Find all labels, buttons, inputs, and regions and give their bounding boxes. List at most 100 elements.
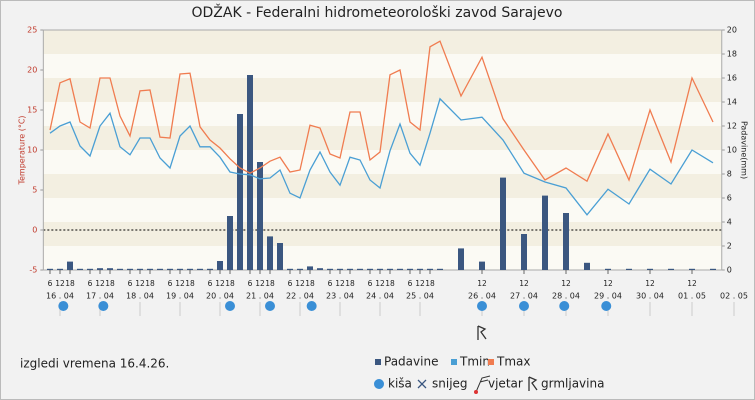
y-tick-label: -5 bbox=[29, 266, 37, 275]
precip-bar bbox=[521, 234, 527, 270]
legend-rain bbox=[374, 379, 384, 389]
day-label: 20 . 04 bbox=[206, 292, 234, 301]
precip-bar bbox=[157, 268, 163, 270]
rain-icon bbox=[306, 301, 317, 311]
precip-bar bbox=[257, 162, 263, 270]
x-tick-label: 6 bbox=[168, 279, 173, 288]
precip-bar bbox=[327, 268, 333, 270]
day-label: 29 . 04 bbox=[594, 292, 622, 301]
rain-icon bbox=[265, 301, 275, 311]
thunder-icon bbox=[477, 325, 487, 340]
day-label: 17 . 04 bbox=[86, 292, 114, 301]
y2-tick-label: 18 bbox=[727, 50, 737, 59]
rain-icon bbox=[519, 301, 529, 311]
x-tick-label: 12 bbox=[55, 279, 65, 288]
precip-bar bbox=[668, 268, 674, 270]
x-tick-label: 6 bbox=[408, 279, 413, 288]
x-tick-label: 6 bbox=[248, 279, 253, 288]
x-tick-label: 12 bbox=[477, 279, 487, 288]
x-tick-label: 12 bbox=[175, 279, 185, 288]
precip-bar bbox=[67, 261, 73, 270]
legend-wind-dot bbox=[474, 390, 478, 394]
precip-bar bbox=[458, 248, 464, 270]
day-label: 18 . 04 bbox=[126, 292, 154, 301]
rain-icon bbox=[58, 301, 69, 311]
day-label: 28 . 04 bbox=[552, 292, 580, 301]
precip-bar bbox=[626, 268, 632, 270]
y-tick-label: 10 bbox=[27, 146, 37, 155]
precip-bar bbox=[357, 268, 363, 270]
band bbox=[43, 222, 722, 246]
precip-bar bbox=[437, 268, 443, 270]
legend-label: Tmin bbox=[459, 355, 490, 369]
x-tick-label: 12 bbox=[255, 279, 265, 288]
day-label: 02 . 05 bbox=[720, 292, 748, 301]
x-tick-label: 12 bbox=[135, 279, 145, 288]
precip-bar bbox=[347, 268, 353, 270]
legend-label: Tmax bbox=[496, 355, 530, 369]
precip-bar bbox=[117, 268, 123, 270]
legend-swatch bbox=[375, 359, 381, 365]
legend-label: Padavine bbox=[384, 355, 438, 369]
precip-bar bbox=[77, 268, 83, 270]
temp-line bbox=[49, 97, 714, 216]
y2-axis-label: Padavine(mm) bbox=[740, 121, 749, 179]
x-tick-label: 12 bbox=[687, 279, 697, 288]
legend-label: vjetar bbox=[488, 377, 523, 391]
precip-bar bbox=[317, 268, 323, 270]
precip-bar bbox=[187, 268, 193, 270]
x-tick-label: 18 bbox=[385, 279, 395, 288]
legend-swatch bbox=[488, 359, 494, 365]
note: izgledi vremena 16.4.26. bbox=[20, 357, 169, 371]
y2-tick-label: 16 bbox=[727, 74, 737, 83]
chart-title: ODŽAK - Federalni hidrometeorološki zavo… bbox=[192, 3, 563, 21]
precip-bar bbox=[584, 262, 590, 270]
precip-bar bbox=[227, 216, 233, 270]
rain-icon bbox=[601, 301, 612, 311]
x-tick-label: 12 bbox=[561, 279, 571, 288]
precip-bar bbox=[605, 268, 611, 270]
day-label: 23 . 04 bbox=[326, 292, 354, 301]
x-tick-label: 12 bbox=[375, 279, 385, 288]
x-tick-label: 12 bbox=[603, 279, 613, 288]
x-tick-label: 12 bbox=[95, 279, 105, 288]
legend-thunder bbox=[528, 376, 538, 391]
precip-bar bbox=[377, 268, 383, 270]
day-label: 25 . 04 bbox=[406, 292, 434, 301]
day-label: 24 . 04 bbox=[366, 292, 394, 301]
y2-tick-label: 10 bbox=[727, 146, 737, 155]
precip-bar bbox=[267, 236, 273, 270]
precip-bar bbox=[147, 268, 153, 270]
legend-wind bbox=[475, 375, 491, 393]
x-tick-label: 6 bbox=[288, 279, 293, 288]
y-axis-label: Temperature (°C) bbox=[18, 115, 27, 185]
x-tick-label: 18 bbox=[65, 279, 75, 288]
y-tick-label: 15 bbox=[27, 106, 37, 115]
precip-bar bbox=[207, 268, 213, 270]
y2-tick-label: 2 bbox=[727, 242, 732, 251]
day-label: 22 . 04 bbox=[286, 292, 314, 301]
legend-label: kiša bbox=[388, 377, 412, 391]
y2-tick-label: 12 bbox=[727, 122, 737, 131]
precip-bar bbox=[542, 195, 548, 270]
precip-bar bbox=[277, 243, 283, 270]
y2-tick-label: 8 bbox=[727, 170, 732, 179]
x-tick-label: 12 bbox=[295, 279, 305, 288]
x-tick-label: 18 bbox=[185, 279, 195, 288]
day-label: 19 . 04 bbox=[166, 292, 194, 301]
x-tick-label: 12 bbox=[645, 279, 655, 288]
y2-tick-label: 20 bbox=[727, 26, 737, 35]
thunder-icon bbox=[528, 376, 538, 391]
x-tick-label: 18 bbox=[345, 279, 355, 288]
day-label: 27 . 04 bbox=[510, 292, 538, 301]
legend-snow bbox=[417, 379, 427, 389]
rain-icon bbox=[98, 301, 109, 311]
thunder-symbol bbox=[477, 325, 487, 340]
precip-bar bbox=[417, 268, 423, 270]
precip-bar bbox=[167, 268, 173, 270]
precip-bar bbox=[137, 268, 143, 270]
x-tick-label: 12 bbox=[335, 279, 345, 288]
x-tick-label: 6 bbox=[128, 279, 133, 288]
band bbox=[43, 78, 722, 102]
x-tick-label: 6 bbox=[208, 279, 213, 288]
